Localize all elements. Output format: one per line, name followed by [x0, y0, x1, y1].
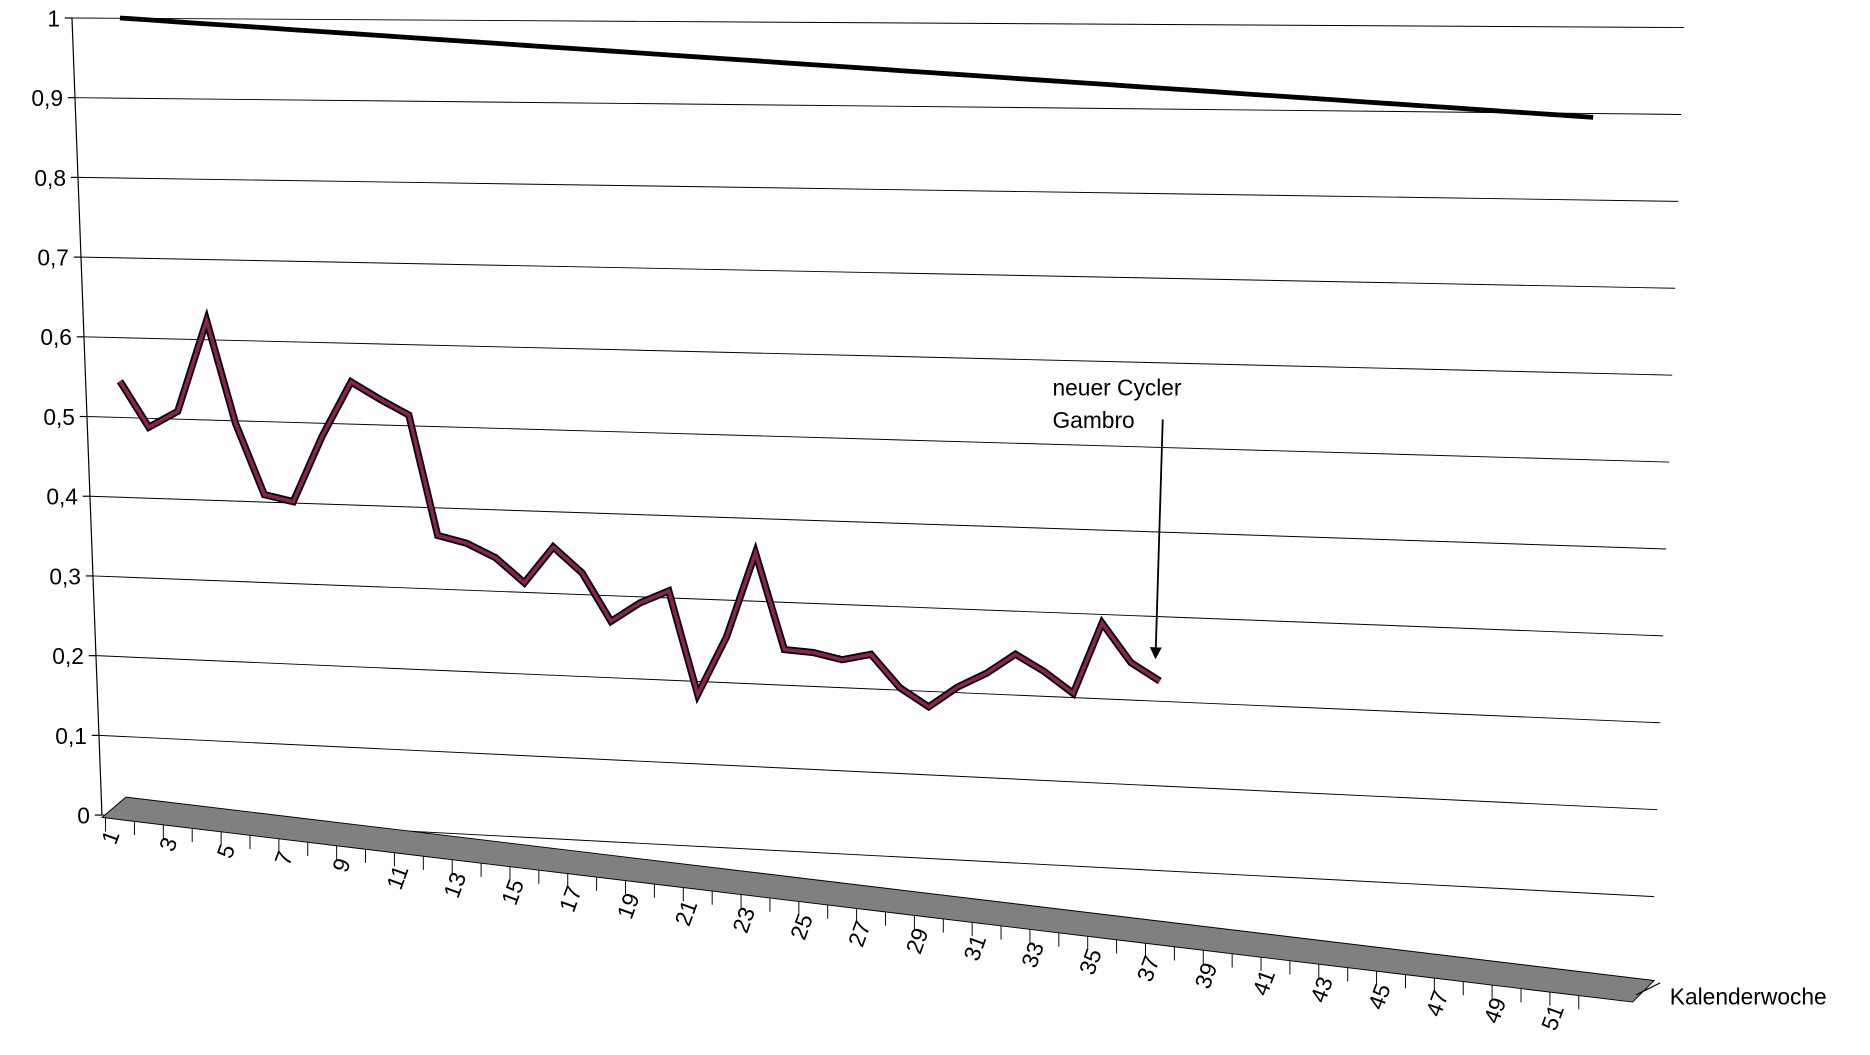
x-tick-label: 43: [1305, 973, 1338, 1006]
x-tick-label: 5: [211, 841, 240, 862]
line: [118, 314, 1161, 709]
x-tick-label: 31: [958, 931, 991, 964]
floor: [100, 796, 1656, 1003]
x-tick-label: 51: [1536, 1001, 1569, 1034]
grid-line: [92, 575, 1664, 637]
x-tick-label: 37: [1131, 952, 1164, 985]
annotation-arrow: [1149, 419, 1164, 660]
x-tick-label: 7: [269, 848, 298, 869]
y-tick-label: 0,9: [31, 85, 63, 111]
x-tick-label: 25: [785, 910, 818, 943]
grid-line: [74, 97, 1682, 115]
y-axis: [71, 17, 103, 816]
line: [119, 15, 1594, 120]
x-tick-label: 3: [154, 834, 183, 855]
x-tick-label: 27: [843, 917, 876, 950]
annotation: Gambro: [1052, 407, 1134, 433]
x-tick-label: 11: [381, 862, 414, 893]
grid-line: [98, 734, 1658, 811]
y-tick-label: 0,7: [37, 244, 69, 270]
x-tick-label: 47: [1420, 987, 1453, 1020]
y-tick-label: 0: [77, 802, 90, 828]
x-tick-label: 33: [1016, 938, 1049, 971]
x-tick-label: 29: [900, 924, 933, 957]
y-tick-label: 0,3: [49, 563, 81, 589]
plot: 00,10,20,30,40,50,60,70,80,911 3 5 7 9 11 13 15…: [31, 5, 1685, 1034]
grid-line: [95, 655, 1661, 724]
x-tick-label: 17: [554, 883, 587, 916]
x-tick-label: 13: [438, 869, 471, 902]
x-tick-label: 49: [1478, 994, 1511, 1027]
x-tick-label: 15: [496, 876, 529, 909]
grid-line: [83, 336, 1673, 376]
y-tick-label: 0,8: [34, 165, 66, 191]
grid-line: [77, 176, 1679, 202]
y-tick-label: 0,4: [46, 484, 78, 510]
grid-line: [89, 495, 1667, 550]
grid-line: [80, 256, 1676, 289]
x-tick-label: 1: [96, 827, 125, 848]
x-tick-label: 41: [1247, 966, 1280, 999]
y-tick-label: 1: [47, 5, 60, 31]
x-tick-label: 21: [669, 897, 702, 930]
y-tick-label: 0,2: [52, 643, 84, 669]
x-tick-label: 19: [612, 890, 645, 923]
x-tick-label: 35: [1074, 945, 1107, 978]
x-tick-label: 39: [1189, 959, 1222, 992]
axis-tick: [1635, 982, 1661, 996]
x-axis-label: Kalenderwoche: [1670, 983, 1827, 1009]
y-tick-label: 0,6: [40, 324, 72, 350]
annotation: neuer Cycler: [1052, 375, 1181, 401]
x-tick-label: 45: [1363, 980, 1396, 1013]
grid-line: [86, 416, 1670, 463]
grid-line: [71, 17, 1685, 29]
y-tick-label: 0,1: [55, 723, 87, 749]
y-tick-label: 0,5: [43, 404, 75, 430]
x-tick-label: 23: [727, 903, 760, 936]
line-outline: [116, 307, 1162, 712]
x-tick-label: 9: [327, 855, 356, 876]
